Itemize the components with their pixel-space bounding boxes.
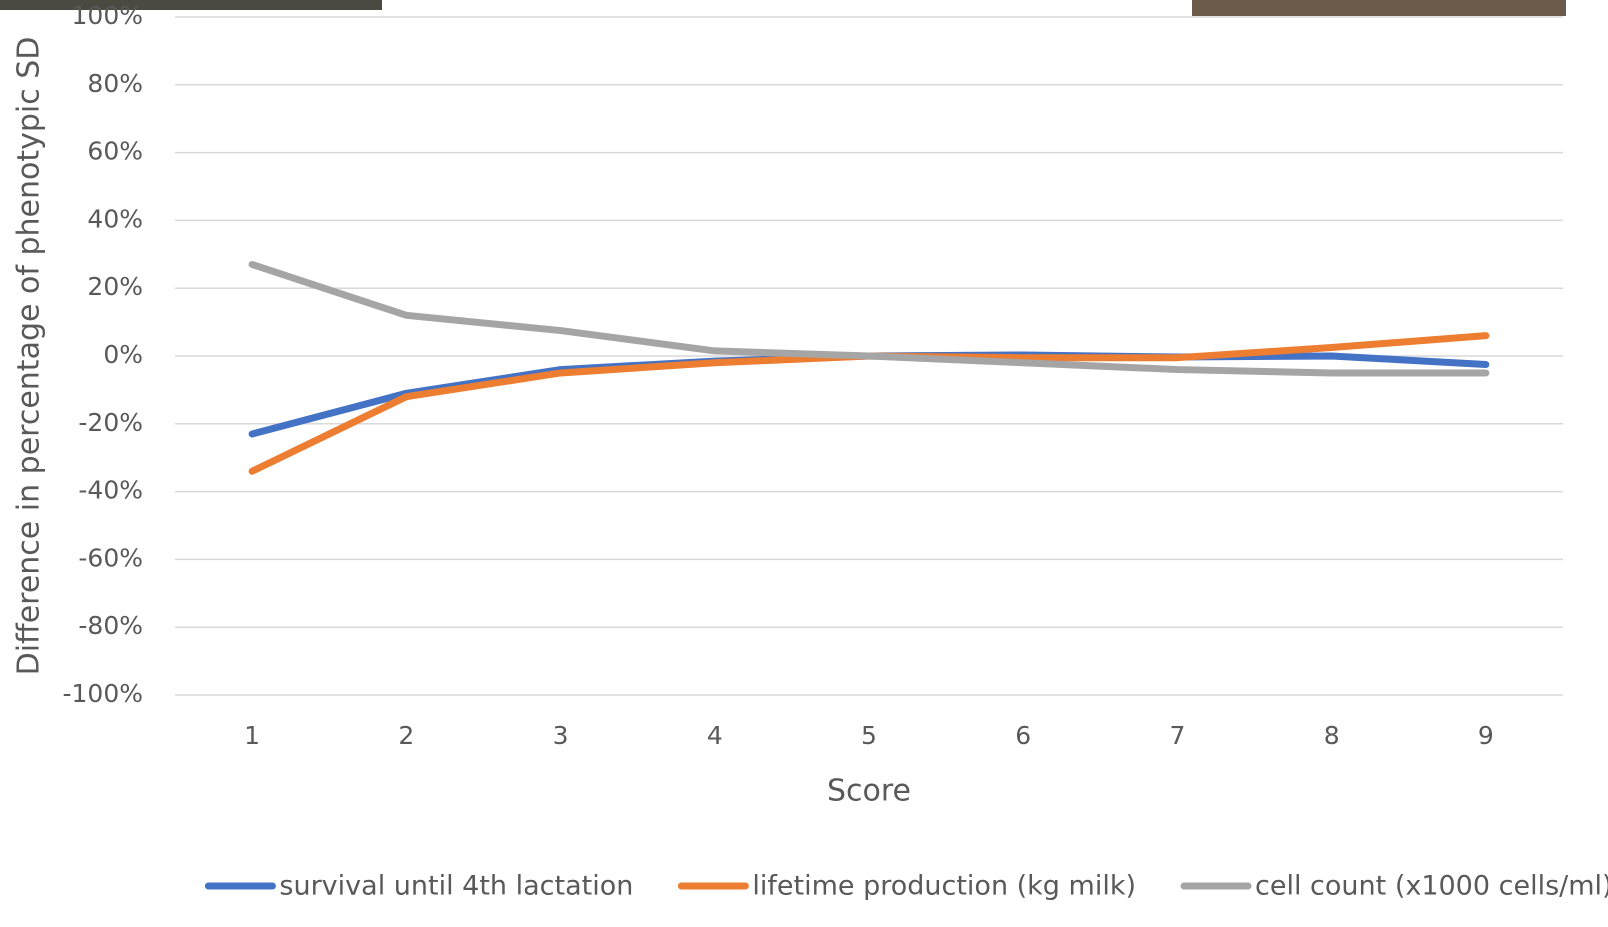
- y-tick-label: 100%: [72, 1, 143, 30]
- photo-fragment: [1192, 0, 1566, 16]
- y-tick-label: 80%: [87, 69, 143, 98]
- y-tick-label: -100%: [63, 679, 144, 708]
- x-tick-label: 1: [244, 721, 260, 750]
- y-tick-label: -40%: [78, 476, 143, 505]
- legend-label: survival until 4th lactation: [279, 871, 633, 902]
- y-tick-label: -20%: [78, 408, 143, 437]
- x-tick-label: 8: [1324, 721, 1340, 750]
- x-axis-title: Score: [827, 774, 911, 809]
- y-tick-label: 40%: [87, 204, 143, 233]
- page: {"chart_data": { "type": "line", "x_labe…: [0, 0, 1608, 927]
- legend-label: lifetime production (kg milk): [752, 871, 1136, 902]
- y-tick-label: -60%: [78, 543, 143, 572]
- x-tick-label: 4: [707, 721, 723, 750]
- y-tick-label: 20%: [87, 272, 143, 301]
- y-axis-title: Difference in percentage of phenotypic S…: [12, 37, 47, 676]
- x-tick-label: 3: [553, 721, 569, 750]
- chart: Score Difference in percentage of phenot…: [0, 0, 1608, 927]
- x-tick-label: 5: [861, 721, 877, 750]
- x-tick-label: 7: [1169, 721, 1185, 750]
- y-tick-label: 0%: [103, 340, 143, 369]
- x-tick-label: 9: [1478, 721, 1494, 750]
- y-tick-label: 60%: [87, 137, 143, 166]
- y-tick-label: -80%: [78, 611, 143, 640]
- legend-label: cell count (x1000 cells/ml): [1255, 871, 1608, 902]
- x-tick-label: 2: [398, 721, 414, 750]
- x-tick-label: 6: [1015, 721, 1031, 750]
- photo-fragment: [0, 0, 382, 10]
